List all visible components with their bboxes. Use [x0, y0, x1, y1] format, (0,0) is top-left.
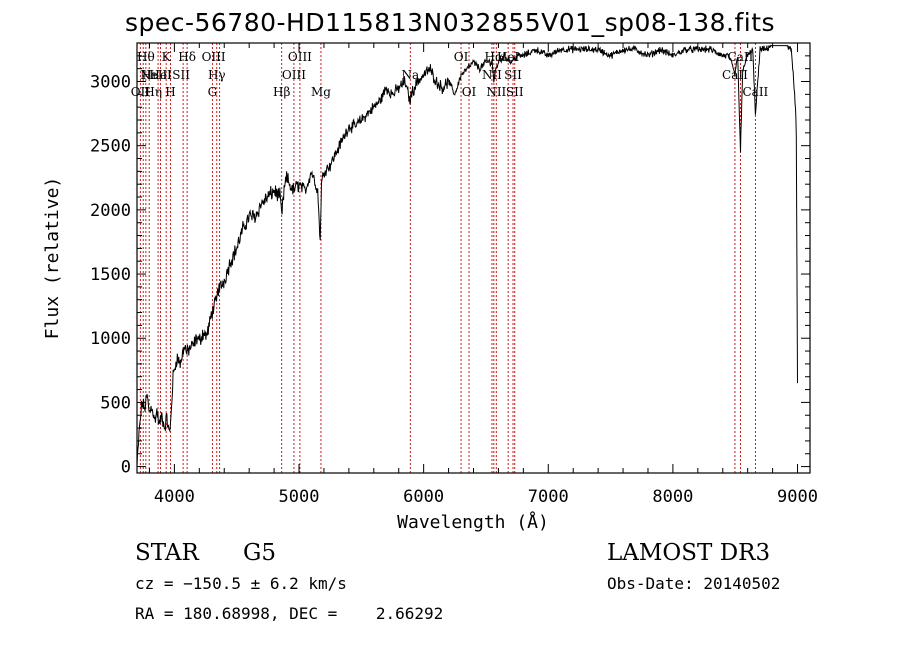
- line-label: G: [208, 85, 218, 99]
- line-label: Hβ: [273, 85, 290, 99]
- line-label: Mg: [311, 85, 331, 99]
- line-label: OI: [462, 85, 477, 99]
- line-label: NII: [482, 68, 502, 82]
- line-label: Hα: [485, 50, 504, 64]
- line-label: Na: [401, 68, 419, 82]
- y-tick-label: 2500: [90, 137, 131, 157]
- line-label: OIII: [202, 50, 226, 64]
- y-tick-label: 1500: [90, 265, 131, 285]
- line-label: H: [165, 85, 175, 99]
- line-label: Hγ: [208, 68, 226, 82]
- x-tick-label: 9000: [777, 487, 818, 507]
- y-tick-label: 0: [121, 458, 131, 478]
- y-tick-label: 2000: [90, 201, 131, 221]
- x-tick-label: 6000: [403, 487, 444, 507]
- x-tick-label: 8000: [652, 487, 693, 507]
- line-label: Hη: [144, 85, 162, 99]
- line-label: OII: [131, 85, 151, 99]
- survey-name: LAMOST DR3: [607, 540, 771, 566]
- line-label: Hδ: [178, 50, 196, 64]
- spectrum-series: [136, 44, 798, 467]
- x-axis-label: Wavelength (Å): [397, 511, 549, 533]
- line-label: CaII: [722, 68, 748, 82]
- line-label: OIII: [288, 50, 312, 64]
- line-label: Hθ: [137, 50, 155, 64]
- axis-ticks: 4000 5000 6000 7000 8000 9000 0 500 1000 1500 2000…: [90, 43, 818, 507]
- plot-frame: [136, 42, 811, 474]
- y-tick-label: 500: [100, 393, 131, 413]
- x-tick-label: 5000: [279, 487, 320, 507]
- object-subclass: G5: [243, 540, 277, 566]
- line-label: HeI: [149, 68, 172, 82]
- spectrum-line: [136, 44, 798, 467]
- line-label: SII: [172, 68, 190, 82]
- line-label: Hι: [142, 68, 157, 82]
- spectral-line-labels: OIIHηHθHιNeIIIHeIKHSIIHδGHγOIIIHβOIIIOII…: [131, 50, 769, 99]
- x-tick-label: 7000: [528, 487, 569, 507]
- line-label: NII: [486, 85, 506, 99]
- coordinates: RA = 180.68998, DEC = 2.66292: [135, 604, 444, 623]
- y-tick-label: 1000: [90, 329, 131, 349]
- line-label: HeI: [497, 50, 520, 64]
- line-label: OI: [454, 50, 469, 64]
- line-label: NeIII: [140, 68, 172, 82]
- line-label: CaII: [742, 85, 768, 99]
- object-class: STAR: [135, 540, 199, 566]
- y-axis-label: Flux (relative): [42, 177, 63, 340]
- chart-title: spec-56780-HD115813N032855V01_sp08-138.f…: [124, 8, 776, 37]
- line-label: SII: [504, 68, 522, 82]
- y-tick-label: 3000: [90, 73, 131, 93]
- line-label: SII: [506, 85, 524, 99]
- x-tick-label: 4000: [154, 487, 195, 507]
- line-label: K: [162, 50, 172, 64]
- observation-date: Obs-Date: 20140502: [607, 574, 781, 593]
- line-label: CaII: [728, 50, 754, 64]
- redshift-cz: cz = −150.5 ± 6.2 km/s: [135, 574, 347, 593]
- line-label: OIII: [282, 68, 306, 82]
